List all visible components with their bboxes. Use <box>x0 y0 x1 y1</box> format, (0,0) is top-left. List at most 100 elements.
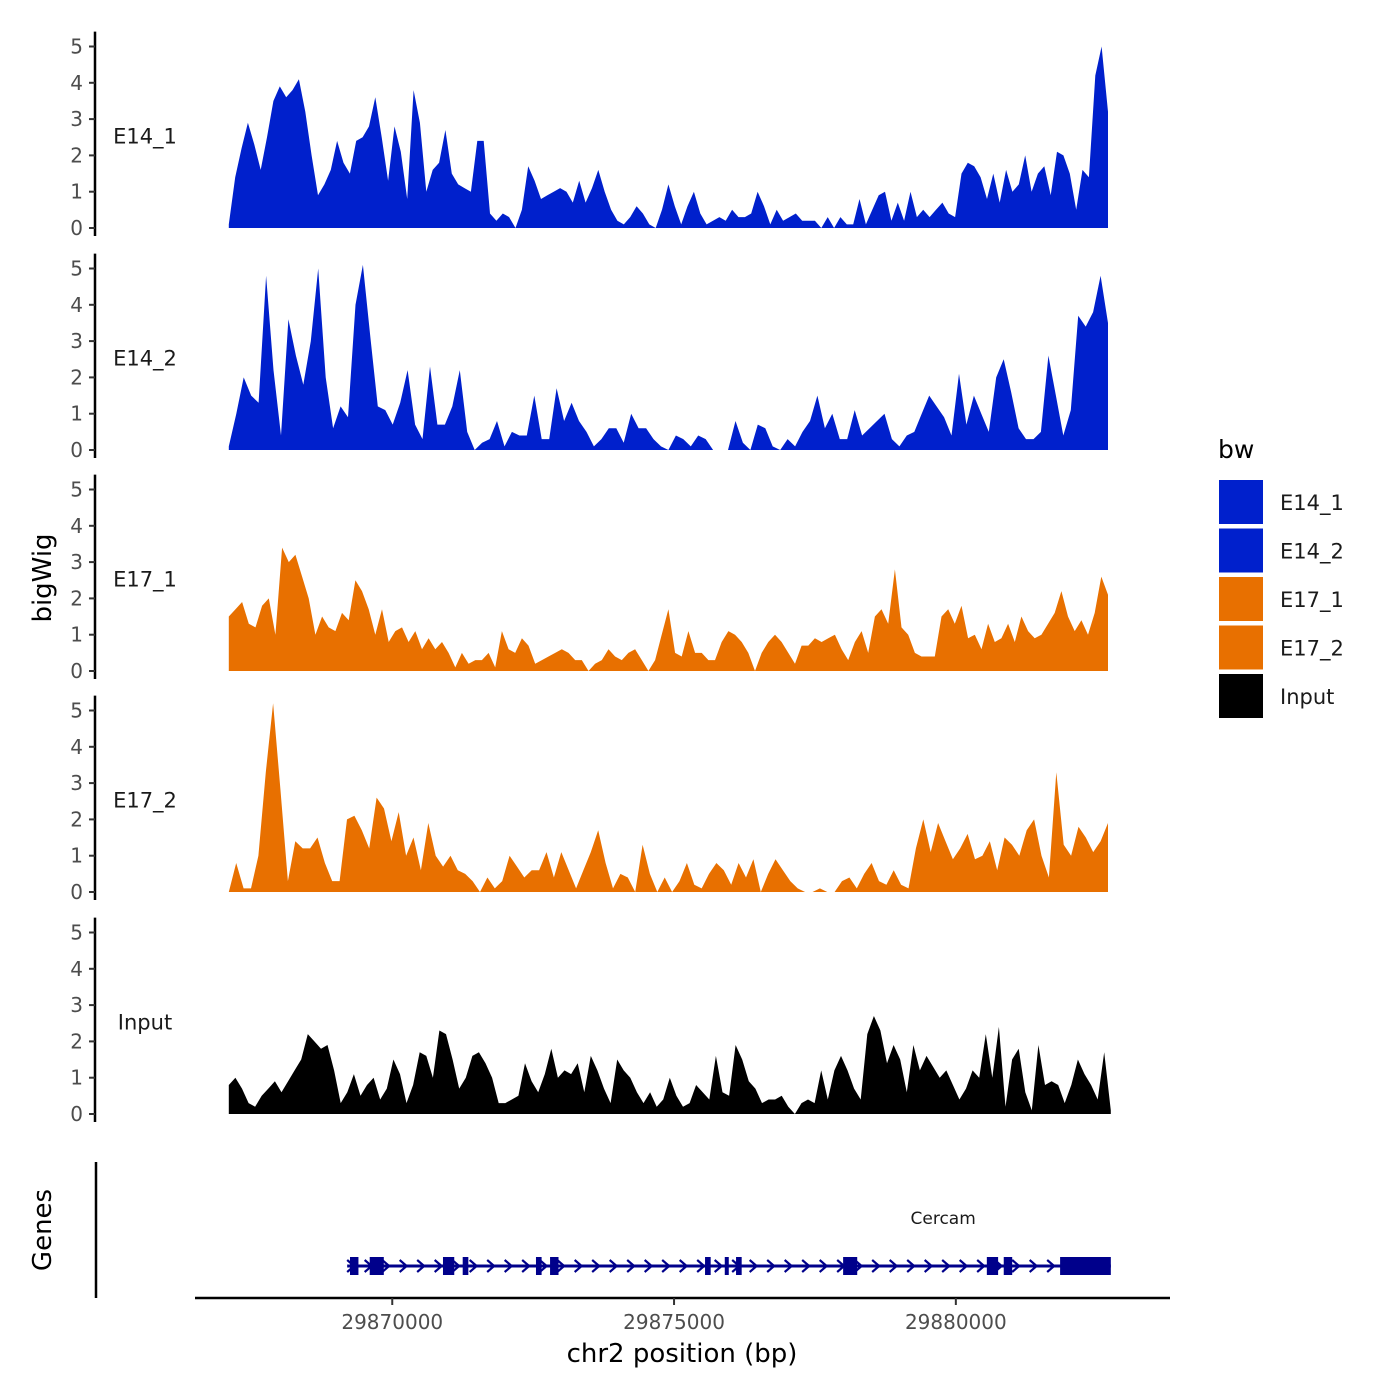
legend-swatch <box>1219 528 1263 573</box>
strand-arrow-icon <box>696 1259 706 1273</box>
y-tick-label: 5 <box>70 257 83 281</box>
y-tick-label: 4 <box>70 957 83 981</box>
gene-label: Cercam <box>911 1209 976 1229</box>
coverage-area <box>228 264 1109 450</box>
legend-item: E17_1 <box>1219 577 1344 621</box>
y-tick-label: 0 <box>70 216 83 240</box>
strand-arrow-icon <box>801 1259 811 1273</box>
strand-arrow-icon <box>678 1259 689 1273</box>
strand-arrow-icon <box>1046 1259 1056 1273</box>
track-e17-2: 0 1 2 3 4 5 E17_2 <box>70 695 1109 904</box>
strand-arrow-icon <box>976 1259 986 1273</box>
gene-exon <box>535 1257 542 1275</box>
strand-arrow-icon <box>433 1259 444 1273</box>
bigwig-tracks: 0 1 2 3 4 5 E14_1 0 1 2 3 4 5 E14_2 0 1 2 3 4 5 E17_1 0 1 2 3 4 5 E… <box>70 31 1111 1126</box>
strand-arrow-icon <box>748 1259 759 1273</box>
y-tick-label: 5 <box>70 921 83 945</box>
strand-arrow-icon <box>818 1259 829 1273</box>
y-tick-label: 4 <box>70 71 83 95</box>
y-tick-label: 0 <box>70 880 83 904</box>
gene-exon <box>462 1257 469 1275</box>
gene-model <box>346 1257 1111 1275</box>
strand-arrow-icon <box>608 1259 619 1273</box>
strand-arrow-icon <box>591 1259 601 1273</box>
coverage-area <box>228 1016 1111 1114</box>
legend-title: bw <box>1218 435 1254 464</box>
strand-arrow-icon <box>888 1259 899 1273</box>
gene-exon <box>705 1257 711 1275</box>
y-tick-label: 2 <box>70 586 83 610</box>
strand-arrow-icon <box>503 1259 514 1273</box>
strand-arrow-icon <box>713 1259 724 1273</box>
track-e17-1: 0 1 2 3 4 5 E17_1 <box>70 474 1109 683</box>
legend-items: E14_1 E14_2 E17_1 E17_2 Input <box>1219 480 1344 718</box>
strand-arrow-icon <box>381 1259 391 1273</box>
y-tick-label: 5 <box>70 35 83 59</box>
y-tick-label: 4 <box>70 514 83 538</box>
gene-exon <box>1003 1257 1013 1275</box>
y-tick-label: 1 <box>70 180 83 204</box>
track-label: E14_2 <box>113 346 177 371</box>
legend-item: E14_2 <box>1219 528 1344 573</box>
legend: bw E14_1 E14_2 E17_1 E17_2 Input <box>1218 435 1344 718</box>
legend-label: E14_1 <box>1280 491 1344 516</box>
y-tick-label: 1 <box>70 623 83 647</box>
track-label: Input <box>118 1010 172 1034</box>
strand-arrow-icon <box>538 1259 549 1273</box>
strand-arrow-icon <box>783 1259 794 1273</box>
strand-arrow-icon <box>521 1259 531 1273</box>
y-tick-label: 2 <box>70 807 83 831</box>
strand-arrow-icon <box>486 1259 496 1273</box>
legend-swatch <box>1219 577 1263 621</box>
track-label: E14_1 <box>113 124 177 149</box>
strand-arrow-icon <box>556 1259 566 1273</box>
legend-item: Input <box>1219 674 1334 718</box>
track-e14-2: 0 1 2 3 4 5 E14_2 <box>70 253 1109 462</box>
y-tick-label: 0 <box>70 659 83 683</box>
legend-label: E17_2 <box>1280 637 1344 662</box>
strand-arrow-icon <box>923 1259 934 1273</box>
gene-exon <box>1060 1257 1111 1275</box>
coverage-area <box>228 703 1109 892</box>
strand-arrow-icon <box>1011 1259 1021 1273</box>
y-tick-label: 2 <box>70 1029 83 1053</box>
legend-item: E14_1 <box>1219 480 1344 524</box>
strand-arrow-icon <box>468 1259 479 1273</box>
legend-label: E17_1 <box>1280 588 1344 613</box>
strand-arrow-icon <box>626 1259 636 1273</box>
y-tick-label: 4 <box>70 735 83 759</box>
x-tick-label: 29875000 <box>623 1310 725 1334</box>
y-tick-label: 3 <box>70 550 83 574</box>
coverage-area <box>228 46 1109 228</box>
gene-exon <box>550 1257 559 1275</box>
track-label: E17_2 <box>113 788 177 813</box>
y-tick-label: 0 <box>70 438 83 462</box>
y-axis-title: bigWig <box>28 533 58 622</box>
y-tick-label: 2 <box>70 143 83 167</box>
strand-arrow-icon <box>573 1259 584 1273</box>
strand-arrow-icon <box>451 1259 461 1273</box>
y-tick-label: 1 <box>70 1066 83 1090</box>
strand-arrow-icon <box>871 1259 881 1273</box>
y-tick-label: 3 <box>70 107 83 131</box>
strand-arrow-icon <box>906 1259 916 1273</box>
coverage-area <box>228 547 1109 671</box>
legend-swatch <box>1219 625 1263 670</box>
y-tick-label: 1 <box>70 844 83 868</box>
legend-swatch <box>1219 480 1263 524</box>
strand-arrow-icon <box>958 1259 969 1273</box>
legend-label: Input <box>1280 685 1334 709</box>
y-tick-label: 5 <box>70 478 83 502</box>
gene-exon <box>843 1257 858 1275</box>
strand-arrow-icon <box>416 1259 426 1273</box>
y-tick-label: 1 <box>70 402 83 426</box>
track-input: 0 1 2 3 4 5 Input <box>70 917 1111 1126</box>
strand-arrow-icon <box>661 1259 671 1273</box>
y-tick-label: 4 <box>70 293 83 317</box>
y-tick-label: 3 <box>70 993 83 1017</box>
y-tick-label: 3 <box>70 771 83 795</box>
strand-arrow-icon <box>398 1259 409 1273</box>
y-tick-label: 0 <box>70 1102 83 1126</box>
legend-item: E17_2 <box>1219 625 1344 670</box>
